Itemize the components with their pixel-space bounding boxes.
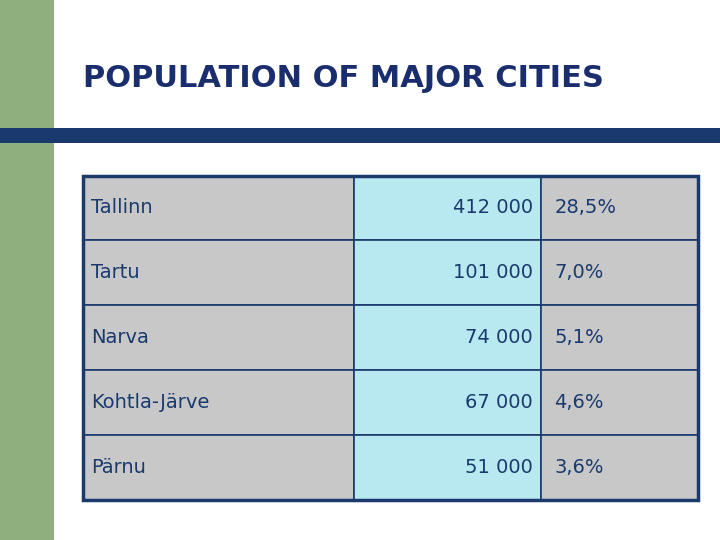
FancyBboxPatch shape xyxy=(354,176,541,240)
FancyBboxPatch shape xyxy=(0,128,720,143)
FancyBboxPatch shape xyxy=(83,370,354,435)
Text: 5,1%: 5,1% xyxy=(554,328,604,347)
Text: Tartu: Tartu xyxy=(91,263,140,282)
Text: 28,5%: 28,5% xyxy=(554,198,616,218)
FancyBboxPatch shape xyxy=(83,435,354,500)
FancyBboxPatch shape xyxy=(354,240,541,305)
Text: 7,0%: 7,0% xyxy=(554,263,604,282)
FancyBboxPatch shape xyxy=(83,240,354,305)
FancyBboxPatch shape xyxy=(83,305,354,370)
Text: POPULATION OF MAJOR CITIES: POPULATION OF MAJOR CITIES xyxy=(83,64,603,93)
Text: Tallinn: Tallinn xyxy=(91,198,153,218)
Text: 4,6%: 4,6% xyxy=(554,393,604,412)
FancyBboxPatch shape xyxy=(54,0,241,151)
Text: 51 000: 51 000 xyxy=(465,457,533,477)
FancyBboxPatch shape xyxy=(54,0,720,151)
FancyBboxPatch shape xyxy=(354,370,541,435)
FancyBboxPatch shape xyxy=(83,176,354,240)
Text: 3,6%: 3,6% xyxy=(554,457,604,477)
Text: Narva: Narva xyxy=(91,328,149,347)
FancyBboxPatch shape xyxy=(541,305,698,370)
Text: Kohtla-Järve: Kohtla-Järve xyxy=(91,393,210,412)
Text: 101 000: 101 000 xyxy=(453,263,533,282)
Text: Pärnu: Pärnu xyxy=(91,457,146,477)
FancyBboxPatch shape xyxy=(541,435,698,500)
FancyBboxPatch shape xyxy=(541,370,698,435)
FancyBboxPatch shape xyxy=(354,435,541,500)
Text: 412 000: 412 000 xyxy=(453,198,533,218)
FancyBboxPatch shape xyxy=(354,305,541,370)
Text: 74 000: 74 000 xyxy=(465,328,533,347)
FancyBboxPatch shape xyxy=(541,240,698,305)
Text: 67 000: 67 000 xyxy=(465,393,533,412)
FancyBboxPatch shape xyxy=(541,176,698,240)
FancyBboxPatch shape xyxy=(0,0,54,540)
